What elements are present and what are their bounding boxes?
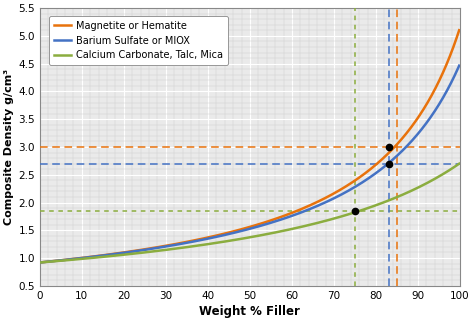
X-axis label: Weight % Filler: Weight % Filler [200,305,301,318]
Calcium Carbonate, Talc, Mica [456,162,462,166]
Calcium Carbonate, Talc, Mica [230,238,236,242]
Barium Sulfate or MIOX [456,64,462,68]
Magnetite or Hematite [444,61,450,65]
Barium Sulfate or MIOX [58,258,64,262]
Calcium Carbonate, Talc, Mica [241,236,246,240]
Y-axis label: Composite Density g/cm³: Composite Density g/cm³ [4,69,14,225]
Magnetite or Hematite [456,28,462,32]
Barium Sulfate or MIOX [37,260,43,264]
Magnetite or Hematite [444,62,450,66]
Magnetite or Hematite [367,167,373,171]
Barium Sulfate or MIOX [444,89,450,93]
Magnetite or Hematite [241,227,246,231]
Magnetite or Hematite [37,260,43,264]
Line: Magnetite or Hematite: Magnetite or Hematite [40,30,459,262]
Line: Calcium Carbonate, Talc, Mica: Calcium Carbonate, Talc, Mica [40,164,459,262]
Calcium Carbonate, Talc, Mica [58,259,64,263]
Calcium Carbonate, Talc, Mica [367,205,373,209]
Legend: Magnetite or Hematite, Barium Sulfate or MIOX, Calcium Carbonate, Talc, Mica: Magnetite or Hematite, Barium Sulfate or… [49,16,228,65]
Barium Sulfate or MIOX [230,231,236,235]
Magnetite or Hematite [230,230,236,233]
Calcium Carbonate, Talc, Mica [444,170,450,174]
Magnetite or Hematite [58,258,64,262]
Calcium Carbonate, Talc, Mica [37,260,43,264]
Barium Sulfate or MIOX [241,228,246,232]
Calcium Carbonate, Talc, Mica [444,170,450,174]
Line: Barium Sulfate or MIOX: Barium Sulfate or MIOX [40,66,459,262]
Barium Sulfate or MIOX [367,175,373,179]
Barium Sulfate or MIOX [444,89,450,92]
